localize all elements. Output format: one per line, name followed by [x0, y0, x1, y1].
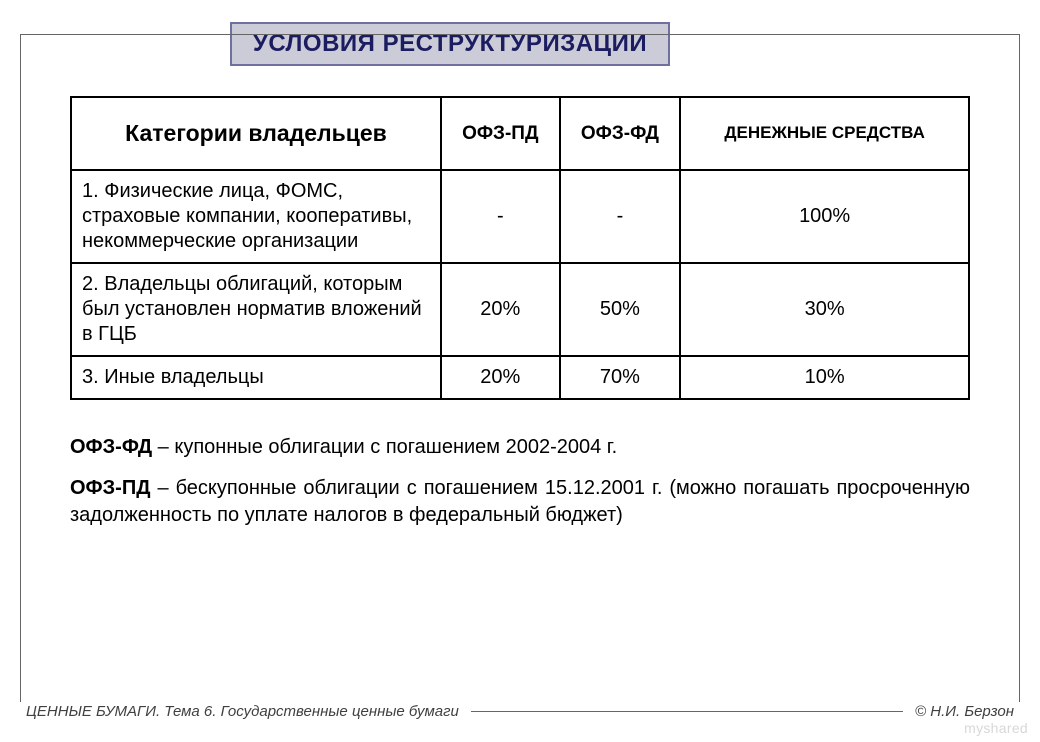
footer-divider — [471, 711, 903, 712]
footer-left: ЦЕННЫЕ БУМАГИ. Тема 6. Государственные ц… — [20, 703, 465, 720]
footer: ЦЕННЫЕ БУМАГИ. Тема 6. Государственные ц… — [20, 702, 1020, 720]
watermark: myshared — [964, 720, 1028, 736]
footer-right: © Н.И. Берзон — [909, 703, 1020, 720]
slide-frame — [20, 34, 1020, 712]
